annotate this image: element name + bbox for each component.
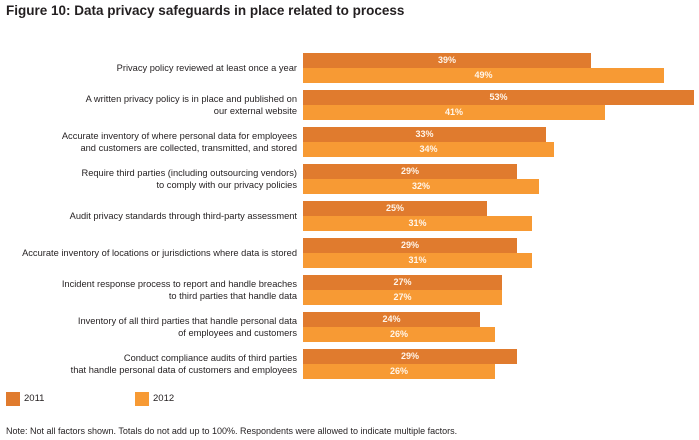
bar-2012 (303, 68, 664, 83)
data-label-2011: 33% (415, 129, 434, 139)
bar-2011 (303, 201, 487, 216)
data-label-2011: 53% (489, 92, 508, 102)
legend-label-2012: 2012 (153, 393, 175, 404)
data-label-2011: 29% (400, 166, 419, 176)
bar-2011 (303, 349, 517, 364)
data-label-2011: 27% (393, 277, 412, 287)
category-label: Audit privacy standards through third-pa… (0, 201, 297, 231)
category-label-line: of employees and customers (178, 328, 297, 338)
category-label-line: Require third parties (including outsour… (81, 168, 298, 178)
category-label-line: Audit privacy standards through third-pa… (69, 211, 297, 221)
category-label: Privacy policy reviewed at least once a … (0, 53, 297, 83)
legend-swatch-2011 (6, 392, 20, 406)
category-label: Require third parties (including outsour… (0, 164, 298, 194)
data-label-2012: 31% (408, 218, 427, 228)
data-label-2011: 29% (400, 351, 419, 361)
bar-2011 (303, 312, 480, 327)
bar-2012 (303, 179, 539, 194)
category-label-line: Privacy policy reviewed at least once a … (116, 63, 297, 73)
category-label-line: Inventory of all third parties that hand… (77, 316, 297, 326)
data-label-2012: 49% (474, 70, 493, 80)
bar-2012 (303, 327, 495, 342)
chart-title: Figure 10: Data privacy safeguards in pl… (6, 3, 405, 18)
data-label-2012: 31% (408, 255, 427, 265)
bar-2012 (303, 142, 554, 157)
category-label-line: A written privacy policy is in place and… (85, 94, 297, 104)
category-label: Inventory of all third parties that hand… (0, 312, 297, 342)
category-label: Accurate inventory of where personal dat… (0, 127, 297, 157)
data-label-2011: 29% (400, 240, 419, 250)
category-label-line: and customers are collected, transmitted… (80, 143, 297, 153)
bar-2011 (303, 53, 591, 68)
bar-2011 (303, 90, 694, 105)
bar-2011 (303, 238, 517, 253)
bar-2012 (303, 253, 532, 268)
category-label: Accurate inventory of locations or juris… (0, 238, 297, 268)
category-label: Conduct compliance audits of third parti… (0, 349, 297, 379)
category-label-line: to comply with our privacy policies (156, 180, 297, 190)
legend-label-2011: 2011 (24, 393, 45, 404)
category-label-line: to third parties that handle data (168, 291, 297, 301)
bar-2012 (303, 216, 532, 231)
category-label: Incident response process to report and … (0, 275, 297, 305)
data-label-2012: 26% (389, 366, 408, 376)
bar-2011 (303, 164, 517, 179)
data-label-2012: 27% (393, 292, 412, 302)
category-label-line: that handle personal data of customers a… (70, 365, 297, 375)
chart-note: Note: Not all factors shown. Totals do n… (6, 426, 458, 436)
bar-2011 (303, 275, 502, 290)
category-label-line: our external website (213, 106, 297, 116)
bar-2012 (303, 105, 605, 120)
category-label-line: Accurate inventory of locations or juris… (22, 248, 297, 258)
bar-2011 (303, 127, 546, 142)
category-label-line: Incident response process to report and … (61, 279, 297, 289)
data-label-2012: 34% (419, 144, 438, 154)
data-label-2011: 25% (385, 203, 404, 213)
data-label-2011: 24% (382, 314, 401, 324)
bar-2012 (303, 290, 502, 305)
bar-2012 (303, 364, 495, 379)
category-label-line: Accurate inventory of where personal dat… (61, 131, 297, 141)
category-label-line: Conduct compliance audits of third parti… (123, 353, 297, 363)
data-label-2012: 41% (444, 107, 463, 117)
legend-swatch-2012 (135, 392, 149, 406)
category-label: A written privacy policy is in place and… (0, 90, 297, 120)
data-label-2012: 32% (411, 181, 430, 191)
data-label-2011: 39% (437, 55, 456, 65)
data-label-2012: 26% (389, 329, 408, 339)
